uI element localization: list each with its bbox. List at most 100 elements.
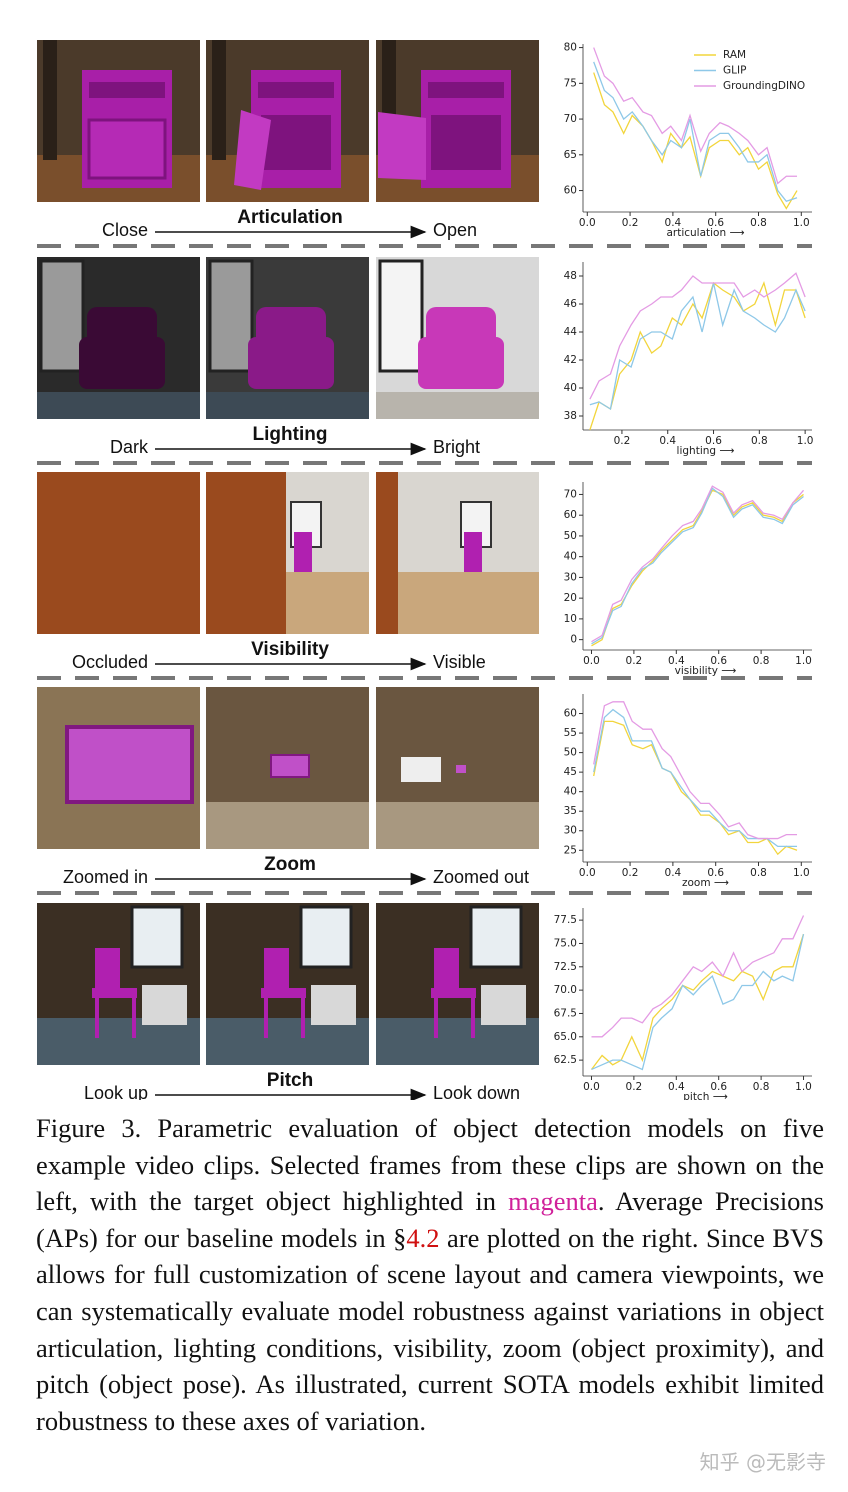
- x-axis-label: pitch ⟶: [683, 1091, 728, 1100]
- series-line: [589, 282, 806, 411]
- image-frame: [376, 257, 539, 419]
- x-tick-label: 1.0: [795, 655, 812, 667]
- legend-label: RAM: [723, 49, 746, 61]
- y-tick-label: 60: [564, 708, 577, 720]
- y-tick-label: 40: [564, 551, 577, 563]
- x-axis-label: lighting ⟶: [677, 445, 735, 457]
- series-line: [593, 61, 798, 203]
- image-frame: [37, 687, 200, 849]
- y-tick-label: 75: [564, 77, 577, 89]
- x-tick-label: 0.0: [579, 217, 596, 229]
- x-tick-label: 1.0: [793, 867, 810, 879]
- painting: [270, 754, 310, 778]
- image-frame: [376, 903, 539, 1065]
- shelf: [89, 82, 165, 98]
- series-line: [591, 489, 804, 647]
- y-tick-label: 44: [564, 326, 578, 338]
- y-tick-label: 45: [564, 766, 577, 778]
- radiator: [481, 985, 526, 1025]
- y-tick-label: 67.5: [554, 1007, 577, 1019]
- y-tick-label: 70: [564, 113, 577, 125]
- chair: [464, 532, 482, 572]
- series-line: [593, 701, 798, 840]
- y-tick-label: 20: [564, 592, 577, 604]
- x-tick-label: 0.4: [659, 435, 676, 447]
- caption-ref[interactable]: 4.2: [406, 1222, 440, 1253]
- x-tick-label: 0.6: [707, 867, 724, 879]
- y-tick-label: 48: [564, 270, 577, 282]
- armchair-body: [418, 337, 504, 389]
- x-tick-label: 0.8: [750, 867, 767, 879]
- series-line: [591, 487, 804, 645]
- image-frame: [376, 40, 539, 202]
- shelf: [258, 82, 334, 98]
- series-line: [591, 933, 805, 1071]
- image-frame: [376, 472, 539, 634]
- door: [37, 472, 200, 634]
- open-door: [234, 110, 271, 190]
- floor: [206, 392, 369, 419]
- row-right-label: Open: [433, 220, 477, 240]
- x-tick-label: 0.4: [668, 655, 685, 667]
- painting: [456, 765, 466, 773]
- series-line: [593, 708, 798, 848]
- painting: [65, 725, 194, 804]
- y-tick-label: 55: [564, 727, 577, 739]
- y-tick-label: 40: [564, 786, 577, 798]
- x-tick-label: 0.2: [626, 655, 643, 667]
- row-left-label: Occluded: [72, 652, 148, 672]
- y-tick-label: 42: [564, 354, 577, 366]
- legend-label: GLIP: [723, 65, 746, 77]
- x-tick-label: 0.4: [665, 217, 682, 229]
- y-tick-label: 60: [564, 185, 577, 197]
- radiator: [142, 985, 187, 1025]
- x-tick-label: 0.0: [583, 655, 600, 667]
- image-frame: [206, 472, 369, 634]
- floor: [37, 392, 200, 419]
- y-tick-label: 60: [564, 509, 577, 521]
- image-frame: [37, 257, 200, 419]
- window: [130, 905, 184, 969]
- row-right-label: Visible: [433, 652, 486, 672]
- series-line: [593, 72, 798, 210]
- y-tick-label: 40: [564, 382, 577, 394]
- caption-highlight: magenta: [508, 1186, 598, 1217]
- legend-label: GroundingDINO: [723, 80, 805, 92]
- window: [299, 905, 353, 969]
- series-line: [593, 47, 798, 185]
- shelf: [428, 82, 504, 98]
- chair-leg: [95, 998, 99, 1038]
- image-frame: [206, 903, 369, 1065]
- series-line: [589, 281, 806, 431]
- floor: [206, 802, 369, 849]
- x-tick-label: 0.4: [665, 867, 682, 879]
- row-left-label: Zoomed in: [63, 867, 148, 887]
- y-tick-label: 70: [564, 488, 577, 500]
- chair-leg: [132, 998, 136, 1038]
- chair-back: [264, 948, 289, 990]
- y-tick-label: 38: [564, 410, 577, 422]
- row-right-label: Bright: [433, 437, 480, 457]
- series-line: [591, 915, 805, 1038]
- x-tick-label: 0.2: [622, 867, 639, 879]
- door-frame: [212, 40, 226, 160]
- door-frame: [43, 40, 57, 160]
- y-tick-label: 72.5: [554, 961, 577, 973]
- window: [401, 757, 441, 782]
- armchair-body: [79, 337, 165, 389]
- y-tick-label: 50: [564, 530, 577, 542]
- y-tick-label: 25: [564, 844, 577, 856]
- x-tick-label: 0.8: [750, 217, 767, 229]
- x-tick-label: 0.6: [710, 1081, 727, 1093]
- x-axis-label: articulation ⟶: [666, 227, 744, 239]
- chair: [294, 532, 312, 572]
- caption-text: Figure 3. Parametric evaluation of objec…: [36, 1113, 824, 1217]
- row-left-label: Dark: [110, 437, 149, 457]
- x-tick-label: 1.0: [795, 1081, 812, 1093]
- chair-leg: [471, 998, 475, 1038]
- image-frame: [37, 40, 200, 202]
- y-tick-label: 50: [564, 747, 577, 759]
- cubbies: [431, 115, 501, 170]
- x-tick-label: 0.8: [753, 655, 770, 667]
